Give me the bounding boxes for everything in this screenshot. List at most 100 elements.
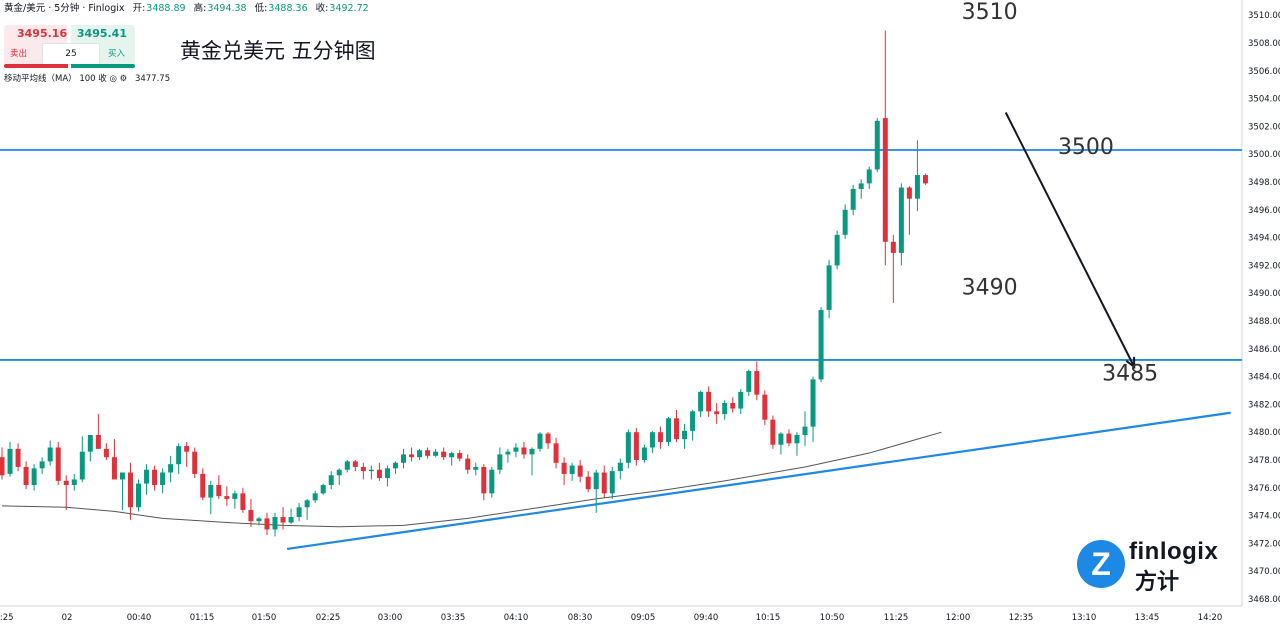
- quantity-input[interactable]: 25: [42, 43, 100, 65]
- candle-body: [473, 466, 479, 470]
- x-tick-label: 10:50: [820, 613, 845, 623]
- candle-body: [465, 458, 471, 470]
- candle-body: [665, 418, 671, 442]
- candle-body: [922, 175, 928, 184]
- candle-body: [368, 469, 374, 472]
- candle-body: [320, 485, 326, 494]
- x-tick-label: 04:10: [504, 613, 529, 623]
- candle-body: [328, 475, 334, 486]
- candle-body: [127, 472, 133, 508]
- arrow-line: [1004, 112, 1136, 368]
- low-value: 3488.36: [268, 3, 308, 14]
- candle-body: [208, 485, 214, 498]
- price-annotation: 3490: [962, 275, 1018, 300]
- candle-body: [344, 461, 350, 470]
- candle-body: [529, 448, 535, 455]
- candle-body: [264, 518, 270, 530]
- candle-body: [754, 371, 760, 395]
- candle-body: [882, 118, 888, 242]
- buy-price: 3495.41: [76, 27, 127, 40]
- candle-body: [304, 500, 310, 508]
- candle-body: [336, 469, 342, 476]
- candle-body: [95, 434, 101, 449]
- candle-body: [392, 462, 398, 469]
- candle-body: [47, 447, 53, 462]
- y-tick-label: 3470.00: [1248, 567, 1280, 577]
- candle-body: [738, 391, 744, 409]
- candle-body: [184, 446, 190, 452]
- sell-price: 3495.16: [17, 27, 68, 40]
- candle-body: [352, 461, 358, 467]
- x-tick-label: 02: [62, 613, 73, 623]
- y-tick-label: 3492.00: [1248, 261, 1280, 271]
- candle-body: [23, 466, 29, 486]
- candle-body: [441, 451, 447, 458]
- y-tick-label: 3506.00: [1248, 67, 1280, 77]
- y-tick-label: 3486.00: [1248, 345, 1280, 355]
- candle-body: [810, 379, 816, 427]
- indicator-name[interactable]: 移动平均线（MA）: [4, 74, 77, 84]
- candle-body: [288, 516, 294, 523]
- price-annotation: 3510: [962, 0, 1018, 25]
- candle-body: [601, 472, 607, 494]
- candle-body: [144, 469, 150, 484]
- x-tick-label: 11:25: [884, 613, 909, 623]
- candle-body: [7, 448, 13, 474]
- candle-body: [401, 454, 406, 463]
- x-tick-label: 10:15: [756, 613, 781, 623]
- sell-bar: [4, 64, 68, 68]
- candle-body: [690, 411, 696, 431]
- indicator-params: 100 收: [79, 74, 107, 84]
- brand-logo: Z finlogix 方计: [1077, 538, 1227, 595]
- candle-body: [168, 464, 174, 473]
- candle-body: [866, 169, 872, 184]
- candle-body: [762, 394, 768, 420]
- y-tick-label: 3468.00: [1248, 595, 1280, 605]
- x-tick-label: 12:00: [946, 613, 971, 623]
- candle-body: [682, 430, 688, 440]
- eye-icon[interactable]: ◎: [109, 74, 117, 84]
- candle-body: [770, 419, 776, 445]
- candle-body: [71, 479, 77, 486]
- candle-body: [641, 447, 647, 460]
- x-tick-label: 09:05: [631, 613, 656, 623]
- trade-panel: 3495.16 卖出 3495.41 买入 25: [4, 25, 135, 68]
- candle-body: [192, 451, 198, 474]
- candle-body: [160, 472, 166, 486]
- y-tick-label: 3510.00: [1248, 11, 1280, 21]
- candle-body: [79, 451, 85, 480]
- candle-body: [914, 175, 920, 199]
- indicator-legend: 移动平均线（MA） 100 收 ◎ ⚙ 3477.75: [4, 72, 170, 84]
- candle-body: [489, 469, 495, 494]
- indicator-value: 3477.75: [134, 74, 171, 84]
- x-tick-label: 09:40: [694, 613, 719, 623]
- x-tick-label: 03:00: [378, 613, 403, 623]
- candle-body: [698, 391, 704, 412]
- candle-body: [890, 241, 896, 253]
- y-tick-label: 3480.00: [1248, 428, 1280, 438]
- candle-body: [826, 265, 832, 310]
- candle-body: [746, 371, 752, 392]
- candle-body: [714, 411, 720, 415]
- candle-body: [625, 432, 631, 463]
- candle-body: [384, 468, 390, 479]
- high-label: 高:: [193, 3, 207, 14]
- y-tick-label: 3502.00: [1248, 122, 1280, 132]
- candle-body: [232, 493, 238, 499]
- candle-body: [248, 510, 254, 522]
- y-tick-label: 3490.00: [1248, 289, 1280, 299]
- candle-body: [561, 462, 567, 474]
- y-tick-label: 3508.00: [1248, 39, 1280, 49]
- candle-body: [103, 448, 109, 458]
- price-annotation: 3500: [1058, 135, 1114, 160]
- candle-body: [674, 418, 680, 440]
- y-tick-label: 3474.00: [1248, 512, 1280, 522]
- candle-body: [200, 473, 206, 498]
- candle-body: [722, 403, 728, 415]
- symbol-header: 黄金/美元 · 5分钟 · Finlogix 开:3488.89 高:3494.…: [4, 2, 369, 15]
- low-label: 低:: [254, 3, 268, 14]
- settings-icon[interactable]: ⚙: [119, 74, 128, 84]
- candle-body: [834, 234, 840, 266]
- symbol-name[interactable]: 黄金/美元 · 5分钟 · Finlogix: [4, 3, 125, 14]
